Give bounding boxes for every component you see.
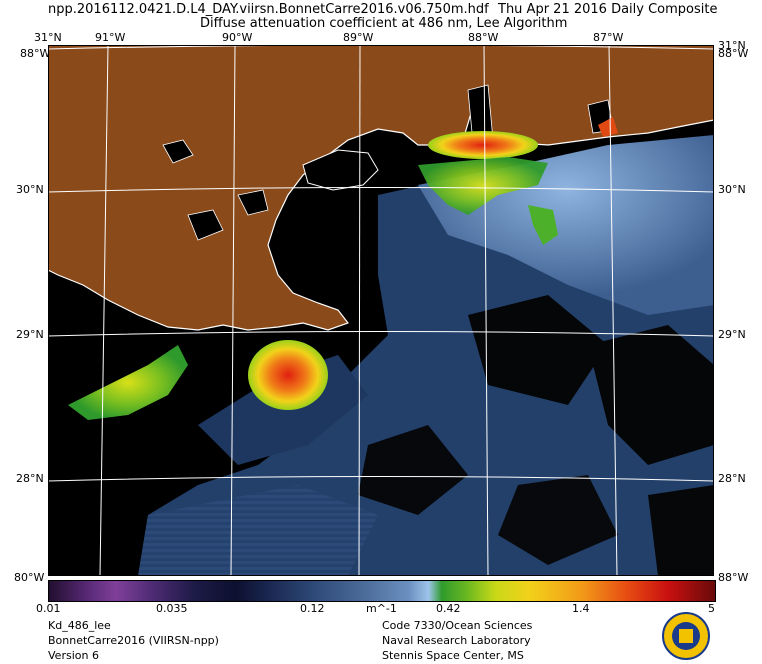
lat-label-30n-left: 30°N bbox=[16, 183, 44, 196]
mobile-bay-plume bbox=[428, 131, 538, 159]
composite-date: Thu Apr 21 2016 Daily Composite bbox=[498, 2, 718, 17]
right-corner-label: 88°W bbox=[718, 47, 749, 60]
product-filename: npp.2016112.0421.D.L4_DAY.viirsn.BonnetC… bbox=[48, 2, 489, 17]
colorbar-unit: m^-1 bbox=[366, 602, 397, 615]
land-mass bbox=[48, 45, 714, 331]
lat-label-29n-left: 29°N bbox=[16, 328, 44, 341]
inland-lake bbox=[187, 209, 224, 241]
coastal-plume bbox=[528, 205, 558, 245]
colorbar-tick-5: 5 bbox=[708, 602, 715, 615]
graticule bbox=[48, 45, 714, 576]
lon-label-89w: 89°W bbox=[343, 31, 374, 44]
lat-label-28n-right: 28°N bbox=[718, 472, 746, 485]
colorbar-tick-0-12: 0.12 bbox=[300, 602, 325, 615]
footer-region: BonnetCarre2016 (VIIRSN-npp) bbox=[48, 634, 219, 647]
colorbar-tick-1-4: 1.4 bbox=[572, 602, 590, 615]
nrl-seal-logo bbox=[662, 612, 710, 660]
river-mouth-plume bbox=[248, 340, 328, 410]
colorbar-tick-0-035: 0.035 bbox=[156, 602, 188, 615]
western-plume bbox=[68, 345, 188, 420]
footer-version: Version 6 bbox=[48, 649, 99, 662]
pensacola-plume bbox=[598, 117, 618, 137]
footer-code: Code 7330/Ocean Sciences bbox=[382, 619, 533, 632]
footer-product: Kd_486_lee bbox=[48, 619, 111, 632]
footer-lab: Naval Research Laboratory bbox=[382, 634, 531, 647]
ocean-color-map bbox=[48, 45, 714, 576]
top-corner-label: 31°N bbox=[34, 31, 62, 44]
lat-label-29n-right: 29°N bbox=[718, 328, 746, 341]
lat-label-28n-left: 28°N bbox=[16, 472, 44, 485]
colorbar-tick-0-01: 0.01 bbox=[36, 602, 61, 615]
footer-location: Stennis Space Center, MS bbox=[382, 649, 524, 662]
lon-label-87w: 87°W bbox=[593, 31, 624, 44]
inland-lake bbox=[237, 189, 269, 216]
left-corner-label: 88°W bbox=[20, 47, 51, 60]
lon-label-91w: 91°W bbox=[95, 31, 126, 44]
inland-lake bbox=[162, 139, 194, 164]
mississippi-sound-plume bbox=[418, 157, 548, 215]
top-right-corner-label: 31°N bbox=[718, 39, 746, 52]
ocean-region bbox=[138, 135, 714, 576]
lon-label-90w: 90°W bbox=[222, 31, 253, 44]
product-title: Diffuse attenuation coefficient at 486 n… bbox=[200, 16, 568, 31]
colorbar bbox=[48, 580, 716, 602]
lat-label-30n-right: 30°N bbox=[718, 183, 746, 196]
colorbar-tick-0-42: 0.42 bbox=[436, 602, 461, 615]
bottom-left-corner-label: 80°W bbox=[14, 571, 45, 584]
bottom-right-corner-label: 88°W bbox=[718, 571, 749, 584]
lon-label-88w: 88°W bbox=[468, 31, 499, 44]
